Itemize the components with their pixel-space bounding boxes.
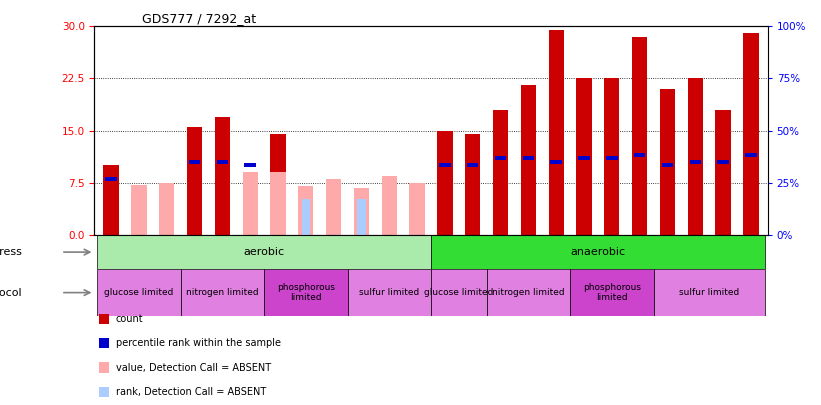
Bar	[103, 165, 119, 235]
Bar	[523, 156, 534, 160]
Bar	[410, 183, 424, 235]
Bar	[301, 199, 310, 235]
Bar	[326, 179, 342, 235]
Bar	[495, 156, 507, 160]
Bar	[97, 235, 431, 269]
Text: aerobic: aerobic	[244, 247, 285, 257]
Bar	[357, 199, 365, 235]
Bar	[189, 160, 200, 164]
Bar	[632, 37, 647, 235]
Bar	[493, 110, 508, 235]
Bar	[105, 177, 117, 181]
Text: sulfur limited: sulfur limited	[359, 288, 420, 297]
Bar	[578, 156, 589, 160]
Bar	[606, 156, 617, 160]
Bar	[466, 134, 480, 235]
Bar	[576, 79, 592, 235]
Text: count: count	[116, 314, 144, 324]
Bar	[715, 110, 731, 235]
Bar	[654, 269, 765, 316]
Bar	[570, 269, 654, 316]
Bar	[187, 127, 202, 235]
Text: stress: stress	[0, 247, 22, 257]
Bar	[382, 176, 397, 235]
Bar	[634, 153, 645, 157]
Text: nitrogen limited: nitrogen limited	[186, 288, 259, 297]
Text: value, Detection Call = ABSENT: value, Detection Call = ABSENT	[116, 362, 271, 373]
Bar	[270, 134, 286, 235]
Bar	[217, 160, 228, 164]
Bar	[688, 79, 703, 235]
Bar	[270, 173, 286, 235]
Bar	[347, 269, 431, 316]
Bar	[439, 164, 451, 167]
Text: phosphorous
limited: phosphorous limited	[583, 283, 641, 302]
Bar	[662, 164, 673, 167]
Bar	[604, 79, 620, 235]
Text: percentile rank within the sample: percentile rank within the sample	[116, 338, 281, 348]
Text: glucose limited: glucose limited	[424, 288, 493, 297]
Text: phosphorous
limited: phosphorous limited	[277, 283, 335, 302]
Bar	[131, 185, 147, 235]
Bar	[431, 235, 765, 269]
Bar	[215, 117, 230, 235]
Bar	[242, 173, 258, 235]
Text: growth protocol: growth protocol	[0, 288, 22, 298]
Text: nitrogen limited: nitrogen limited	[492, 288, 565, 297]
Bar	[298, 186, 314, 235]
Bar	[745, 153, 757, 157]
Text: GDS777 / 7292_at: GDS777 / 7292_at	[141, 12, 255, 25]
Text: anaerobic: anaerobic	[571, 247, 626, 257]
Text: glucose limited: glucose limited	[104, 288, 173, 297]
Bar	[690, 160, 701, 164]
Bar	[264, 269, 347, 316]
Bar	[431, 269, 487, 316]
Bar	[354, 188, 369, 235]
Bar	[550, 160, 562, 164]
Bar	[181, 269, 264, 316]
Bar	[159, 183, 174, 235]
Bar	[245, 164, 256, 167]
Bar	[660, 89, 675, 235]
Bar	[438, 130, 452, 235]
Bar	[743, 33, 759, 235]
Bar	[718, 160, 729, 164]
Bar	[467, 164, 479, 167]
Bar	[548, 30, 564, 235]
Text: rank, Detection Call = ABSENT: rank, Detection Call = ABSENT	[116, 387, 266, 397]
Bar	[521, 85, 536, 235]
Text: sulfur limited: sulfur limited	[679, 288, 740, 297]
Bar	[487, 269, 570, 316]
Bar	[97, 269, 181, 316]
